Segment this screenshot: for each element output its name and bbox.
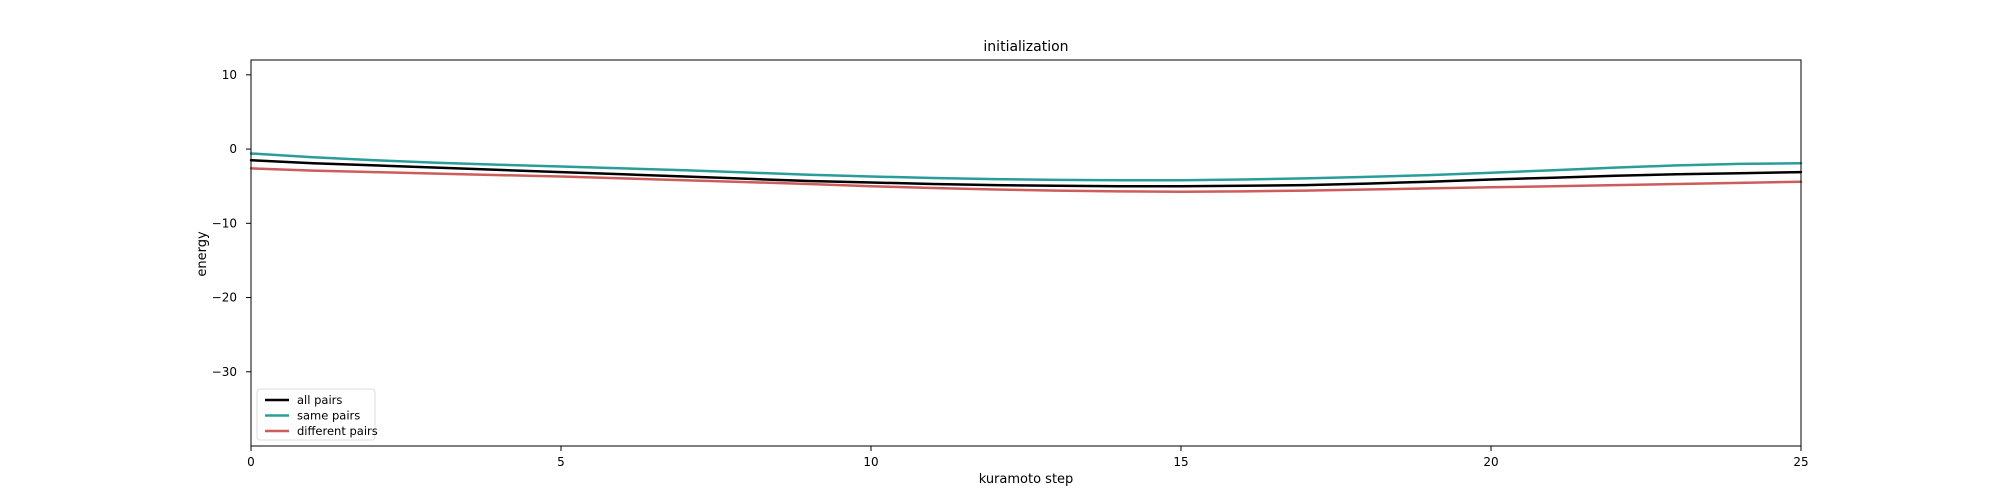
legend-label: same pairs	[297, 409, 360, 423]
y-axis-label: energy	[195, 231, 210, 277]
y-tick-label: 10	[222, 68, 237, 82]
y-tick-label: −20	[212, 291, 237, 305]
x-tick-label: 15	[1173, 455, 1188, 469]
y-tick-label: −30	[212, 365, 237, 379]
plot-frame	[250, 59, 1802, 447]
x-tick-label: 25	[1793, 455, 1808, 469]
series-layer	[249, 152, 1803, 194]
x-tick-label: 0	[247, 455, 255, 469]
series-line-all-pairs	[249, 158, 1803, 188]
y-axis: 10 0 −10 −20 −30	[212, 68, 251, 379]
series-line-same-pairs	[249, 152, 1803, 182]
x-tick-label: 10	[863, 455, 878, 469]
y-tick-label: −10	[212, 216, 237, 230]
legend-box	[256, 388, 376, 441]
chart-title: initialization	[983, 39, 1068, 55]
x-tick-label: 20	[1483, 455, 1498, 469]
x-tick-label: 5	[557, 455, 565, 469]
legend-label: different pairs	[297, 424, 378, 438]
series-line-different-pairs	[249, 167, 1803, 194]
x-axis: 0 5 10 15 20 25	[247, 446, 1809, 469]
legend-label: all pairs	[297, 393, 342, 407]
y-tick-label: 0	[229, 142, 237, 156]
x-axis-label: kuramoto step	[979, 472, 1074, 487]
